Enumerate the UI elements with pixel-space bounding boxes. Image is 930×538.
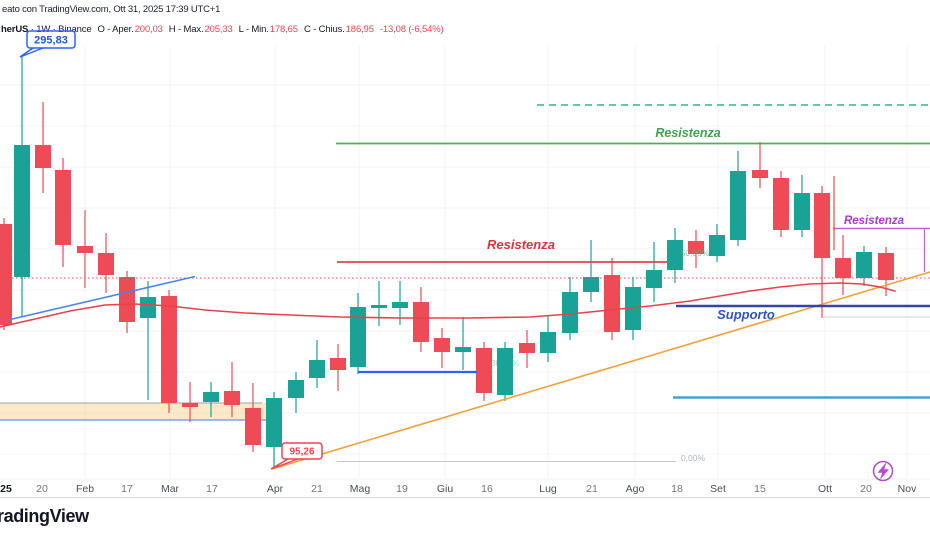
candle-body: [646, 270, 662, 288]
ohlc-value: 205,33: [204, 24, 233, 35]
candle-body: [688, 241, 704, 254]
time-axis-label-15: 15: [754, 483, 766, 495]
change-value: -13,08 (-6,54%): [379, 24, 444, 35]
candle-body: [878, 253, 894, 280]
ohlc-value: 200,03: [134, 24, 163, 35]
candle-body: [140, 297, 156, 318]
candle-body: [330, 358, 346, 370]
credit-line: eato con TradingView.com, Ott 31, 2025 1…: [2, 4, 221, 15]
level-label[interactable]: Resistenza: [655, 126, 720, 140]
level-label[interactable]: Supporto: [717, 307, 775, 322]
candle-body: [413, 302, 429, 342]
candle-body: [835, 258, 851, 278]
callout-price[interactable]: 95,26: [289, 447, 314, 458]
candle-body: [773, 178, 789, 230]
symbol-legend[interactable]: herUS · 1W · Binance O - Aper.200,03 H - M…: [1, 24, 444, 35]
candle-body: [667, 240, 683, 270]
left-blue-trendline[interactable]: [7, 275, 196, 321]
candle-body: [224, 391, 240, 405]
candle-body: [814, 193, 830, 258]
time-axis-label-mar: Mar: [161, 483, 180, 495]
symbol-name[interactable]: herUS: [1, 24, 29, 35]
ohlc-values: O - Aper.200,03 H - Max.205,33 L - Min.178…: [91, 24, 374, 35]
bottom-bar: radingView: [0, 497, 930, 538]
candle-body: [583, 277, 599, 292]
level-label[interactable]: Resistenza: [844, 215, 905, 227]
candle-body: [604, 275, 620, 332]
time-axis-label-19: 19: [396, 483, 408, 495]
candle-body: [371, 305, 387, 308]
time-axis-label-18: 18: [671, 483, 683, 495]
candle-body: [519, 343, 535, 353]
candle-body: [266, 398, 282, 447]
highlight-zone[interactable]: [0, 403, 266, 420]
time-axis-label-ago: Ago: [626, 483, 645, 495]
time-axis-label-21: 21: [586, 483, 598, 495]
candle-body: [709, 235, 725, 256]
fib-level-label: 0,00%: [681, 453, 706, 463]
candle-body: [77, 246, 93, 253]
ascending-trendline[interactable]: [271, 271, 930, 470]
candle-body: [392, 302, 408, 308]
candle-body: [856, 252, 872, 278]
candle-body: [730, 171, 746, 240]
moving-average-line: [0, 282, 896, 328]
time-axis-label-lug: Lug: [539, 483, 557, 495]
candle-body: [35, 145, 51, 168]
candle-body: [455, 347, 471, 352]
time-axis-label-16: 16: [481, 483, 493, 495]
callout-tail: [270, 458, 299, 470]
ohlc-value: 186,95: [345, 24, 374, 35]
time-axis-label-mag: Mag: [350, 483, 371, 495]
candle-body: [497, 348, 513, 395]
ohlc-label: C - Chius.: [303, 24, 345, 35]
candle-body: [119, 277, 135, 322]
fib-level-label: 50,00%: [681, 248, 710, 258]
price-callout[interactable]: [281, 442, 323, 460]
callout-price[interactable]: 295,83: [34, 34, 68, 46]
candle-body: [540, 332, 556, 353]
candle-body: [55, 170, 71, 245]
time-axis-label-20: 20: [36, 483, 48, 495]
time-axis-label-17: 17: [121, 483, 133, 495]
time-axis-label-17: 17: [206, 483, 218, 495]
time-axis-label-giu: Giu: [437, 483, 454, 495]
ohlc-label: L - Min.: [238, 24, 269, 35]
callout-tail: [19, 47, 44, 58]
candle-body: [752, 170, 768, 178]
candle-body: [476, 348, 492, 393]
candle-body: [794, 193, 810, 230]
candle-body: [182, 403, 198, 407]
candle-body: [98, 253, 114, 275]
candle-body: [0, 224, 12, 325]
time-axis-label-25: 25: [0, 483, 12, 495]
time-axis-label-21: 21: [311, 483, 323, 495]
candle-body: [434, 338, 450, 352]
time-axis-label-nov: Nov: [898, 483, 917, 495]
candle-body: [245, 408, 261, 445]
ohlc-label: O - Aper.: [97, 24, 134, 35]
time-axis-label-ott: Ott: [818, 483, 832, 495]
time-axis-label-apr: Apr: [267, 483, 284, 495]
candle-body: [161, 296, 177, 403]
candle-body: [309, 360, 325, 378]
candle-body: [562, 292, 578, 333]
tradingview-logo[interactable]: radingView: [0, 506, 89, 526]
ohlc-value: 178,65: [269, 24, 298, 35]
candle-body: [203, 392, 219, 402]
ohlc-label: H - Max.: [168, 24, 204, 35]
interval-exchange[interactable]: · 1W · Binance: [28, 24, 92, 35]
candle-body: [14, 145, 30, 277]
time-axis-label-feb: Feb: [76, 483, 94, 495]
level-label[interactable]: Resistenza: [487, 237, 555, 252]
lightning-bolt-icon: [877, 462, 889, 480]
candle-body: [350, 307, 366, 367]
candle-body: [288, 380, 304, 398]
time-axis-label-20: 20: [860, 483, 872, 495]
time-axis-label-set: Set: [710, 483, 726, 495]
price-callout[interactable]: [26, 30, 76, 49]
